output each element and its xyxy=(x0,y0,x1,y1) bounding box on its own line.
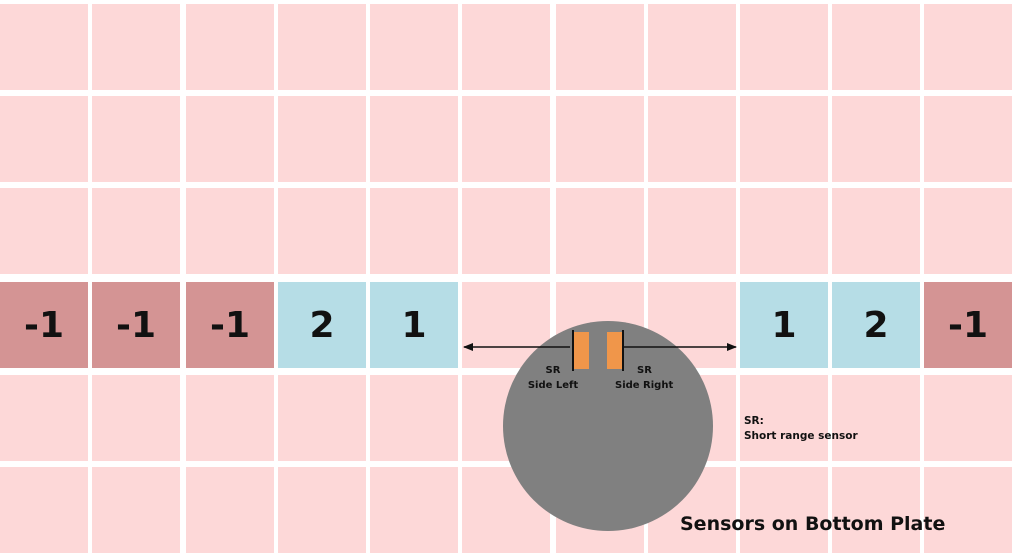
grid-cell xyxy=(0,96,88,182)
grid-cell xyxy=(740,467,828,553)
diagram-caption: Sensors on Bottom Plate xyxy=(680,513,945,535)
grid-cell xyxy=(462,4,550,90)
grid-cell xyxy=(278,4,366,90)
grid-cell xyxy=(0,467,88,553)
grid-cell xyxy=(370,96,458,182)
cell-value: 2 xyxy=(863,304,889,346)
grid-cell xyxy=(462,188,550,274)
grid-cell xyxy=(924,467,1012,553)
cell-value: -1 xyxy=(210,304,250,346)
grid-cell xyxy=(92,188,180,274)
grid-cell xyxy=(648,188,736,274)
grid-cell-negative: -1 xyxy=(0,282,88,368)
grid-cell xyxy=(556,96,644,182)
grid-cell xyxy=(0,188,88,274)
grid-cell xyxy=(92,4,180,90)
grid-cell xyxy=(832,4,920,90)
grid-cell-negative: -1 xyxy=(924,282,1012,368)
grid-cell xyxy=(556,188,644,274)
grid-cell xyxy=(832,188,920,274)
legend-description: Short range sensor xyxy=(744,430,858,442)
grid-cell-positive: 2 xyxy=(832,282,920,368)
grid-cell xyxy=(924,96,1012,182)
grid-cell-negative: -1 xyxy=(92,282,180,368)
grid-cell xyxy=(370,188,458,274)
grid-cell xyxy=(648,96,736,182)
grid-cell xyxy=(924,188,1012,274)
legend-abbreviation: SR: xyxy=(744,415,764,427)
grid-cell xyxy=(740,375,828,461)
grid-cell xyxy=(186,4,274,90)
grid-cell xyxy=(92,467,180,553)
grid-cell xyxy=(370,467,458,553)
grid-cell xyxy=(740,188,828,274)
grid-cell-positive: 1 xyxy=(370,282,458,368)
grid-cell xyxy=(186,467,274,553)
left-sensor xyxy=(573,332,589,369)
grid-cell xyxy=(92,375,180,461)
cell-value: -1 xyxy=(116,304,156,346)
grid-cell xyxy=(0,4,88,90)
grid-cell xyxy=(92,96,180,182)
grid-cell xyxy=(186,96,274,182)
robot-body xyxy=(503,321,713,531)
grid-cell xyxy=(462,96,550,182)
grid-cell xyxy=(648,4,736,90)
grid-cell xyxy=(278,467,366,553)
grid-cell xyxy=(370,4,458,90)
grid-cell xyxy=(278,96,366,182)
grid-cell xyxy=(186,188,274,274)
grid-cell xyxy=(740,4,828,90)
grid-cell-positive: 1 xyxy=(740,282,828,368)
grid-cell xyxy=(0,375,88,461)
right-sensor xyxy=(607,332,623,369)
grid-cell xyxy=(832,96,920,182)
left-sensor-label-line1: SR xyxy=(546,365,561,376)
cell-value: -1 xyxy=(948,304,988,346)
grid-cell xyxy=(832,375,920,461)
grid-cell xyxy=(924,375,1012,461)
cell-value: 2 xyxy=(309,304,335,346)
grid-cell xyxy=(186,375,274,461)
grid-cell xyxy=(556,4,644,90)
grid-cell xyxy=(924,4,1012,90)
right-sensor-label-line1: SR xyxy=(637,365,652,376)
grid-cell-positive: 2 xyxy=(278,282,366,368)
grid-cell xyxy=(278,375,366,461)
left-sensor-label-line2: Side Left xyxy=(528,380,579,391)
grid-cell xyxy=(832,467,920,553)
cell-value: -1 xyxy=(24,304,64,346)
grid-cell xyxy=(278,188,366,274)
grid-cell-negative: -1 xyxy=(186,282,274,368)
grid-cell xyxy=(740,96,828,182)
grid-cell xyxy=(370,375,458,461)
right-sensor-label-line2: Side Right xyxy=(615,380,673,391)
cell-value: 1 xyxy=(401,304,427,346)
cell-value: 1 xyxy=(771,304,797,346)
